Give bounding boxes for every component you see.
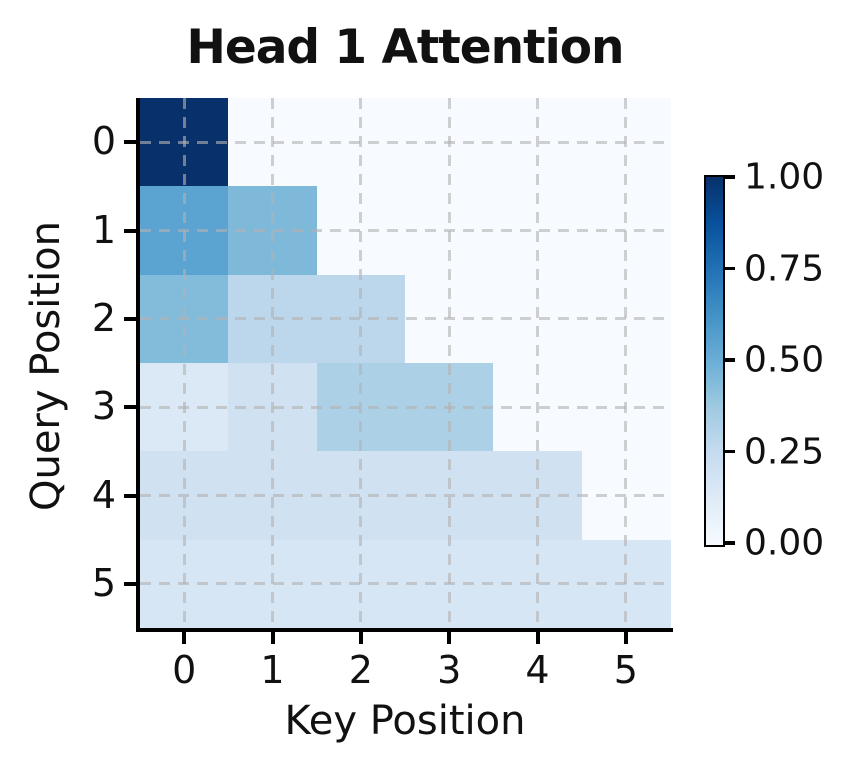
gridline-vertical <box>359 98 363 628</box>
y-tick-mark <box>124 493 136 498</box>
x-tick-label: 3 <box>437 648 462 692</box>
gridline-horizontal <box>140 405 670 409</box>
x-tick-mark <box>182 632 187 644</box>
gridline-horizontal <box>140 317 670 321</box>
colorbar-tick-label: 1.00 <box>744 156 825 198</box>
colorbar-tick-mark <box>724 541 735 545</box>
x-axis-label: Key Position <box>284 698 526 744</box>
x-tick-mark <box>447 632 452 644</box>
colorbar-tick-mark <box>724 175 735 179</box>
x-axis-spine <box>136 628 673 632</box>
y-tick-label: 0 <box>91 119 116 164</box>
colorbar-tick-mark <box>724 358 735 362</box>
colorbar-tick-label: 0.75 <box>744 248 825 289</box>
gridline-vertical <box>182 98 186 628</box>
y-tick-mark <box>124 316 136 321</box>
x-tick-mark <box>623 632 628 644</box>
y-tick-mark <box>124 140 136 145</box>
x-tick-label: 0 <box>172 648 197 692</box>
gridline-horizontal <box>140 582 670 586</box>
y-tick-mark <box>124 228 136 233</box>
chart-title: Head 1 Attention <box>186 20 625 75</box>
gridline-vertical <box>447 98 451 628</box>
y-axis-label: Query Position <box>23 220 69 512</box>
colorbar-tick-mark <box>724 449 735 454</box>
x-tick-mark <box>358 632 363 644</box>
x-tick-label: 4 <box>525 648 550 692</box>
gridline-horizontal <box>140 494 670 497</box>
gridline-horizontal <box>140 140 670 144</box>
gridline-vertical <box>624 98 628 628</box>
x-tick-mark <box>535 632 540 644</box>
colorbar-tick-label: 0.25 <box>744 431 825 472</box>
y-tick-label: 3 <box>91 384 116 429</box>
colorbar-tick-label: 0.00 <box>744 522 825 564</box>
gridline-vertical <box>271 98 274 628</box>
x-tick-label: 2 <box>348 648 373 692</box>
y-tick-mark <box>124 405 136 410</box>
y-tick-mark <box>124 581 136 586</box>
heatmap-plot <box>140 98 671 629</box>
colorbar-tick-label: 0.50 <box>744 339 825 381</box>
colorbar-tick-mark <box>724 266 735 271</box>
x-tick-label: 1 <box>260 648 285 692</box>
x-tick-label: 5 <box>613 648 638 692</box>
x-tick-mark <box>270 632 275 644</box>
y-axis-spine <box>136 98 140 632</box>
y-tick-label: 4 <box>91 472 116 517</box>
y-tick-label: 5 <box>91 560 116 605</box>
colorbar <box>704 175 725 547</box>
y-tick-label: 2 <box>91 295 116 340</box>
gridline-horizontal <box>140 229 670 232</box>
y-tick-label: 1 <box>91 207 116 252</box>
gridline-vertical <box>536 98 539 628</box>
